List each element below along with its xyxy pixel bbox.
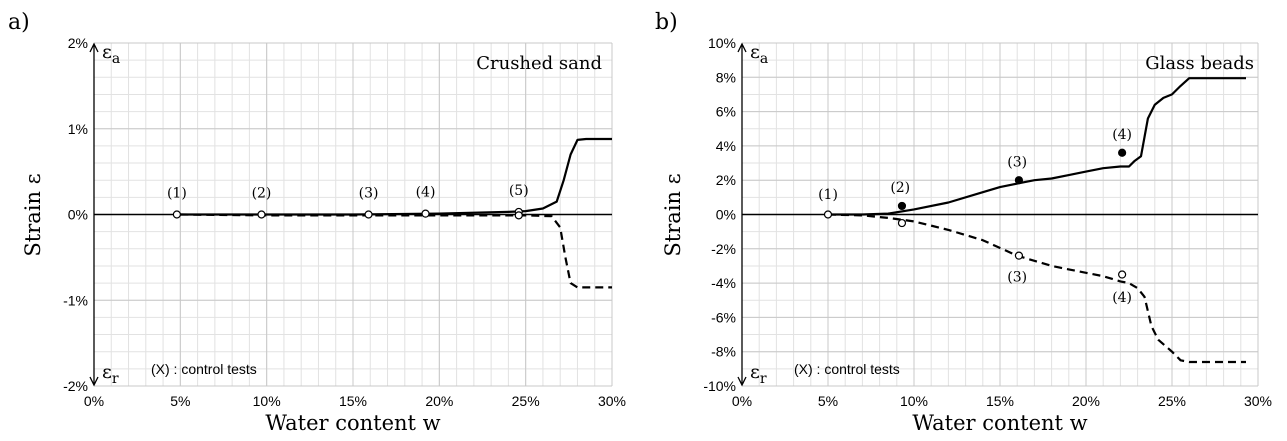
x-tick-label: 0% <box>84 393 104 409</box>
control-point-open <box>823 210 833 219</box>
epsilon-a-symbol: ε <box>102 41 112 63</box>
y-tick-label: 8% <box>716 69 736 85</box>
y-axis-label: Strain ε <box>661 173 685 256</box>
control-test-annotation: (4) <box>1112 127 1132 143</box>
epsilon-r-symbol: ε <box>102 361 112 383</box>
x-tick-label: 25% <box>1158 393 1186 409</box>
y-axis-arrow-down <box>737 376 747 387</box>
control-point-filled <box>1118 148 1127 157</box>
x-tick-label: 5% <box>170 393 190 409</box>
y-tick-label: 6% <box>716 104 736 120</box>
control-point-open <box>257 210 266 219</box>
y-tick-label: 0% <box>68 207 88 223</box>
y-tick-label: -4% <box>711 275 736 291</box>
control-point-open <box>514 211 523 220</box>
control-point-open <box>1118 270 1127 279</box>
y-tick-label: -1% <box>63 292 88 308</box>
y-tick-label: 0% <box>716 207 736 223</box>
axial-strain-line <box>180 137 612 216</box>
control-test-annotation: (3) <box>359 185 379 201</box>
control-point-open <box>172 210 181 219</box>
epsilon-r-subscript: r <box>112 371 119 387</box>
radial-strain-line <box>180 213 612 289</box>
radial-strain-line <box>827 213 1246 364</box>
x-tick-label: 15% <box>339 393 367 409</box>
x-tick-label: 10% <box>253 393 281 409</box>
control-point-filled <box>897 201 907 211</box>
x-tick-label: 0% <box>732 393 752 409</box>
y-tick-label: 2% <box>716 172 736 188</box>
control-test-annotation: (3) <box>1007 154 1027 170</box>
control-test-annotation: (3) <box>1007 269 1027 285</box>
y-tick-label: -8% <box>711 344 736 360</box>
x-tick-label: 15% <box>986 393 1014 409</box>
y-axis-arrow-up <box>89 42 99 53</box>
y-tick-label: 2% <box>68 35 88 51</box>
control-test-annotation: (5) <box>509 183 529 199</box>
x-tick-label: 25% <box>512 393 540 409</box>
y-tick-label: 10% <box>708 35 736 51</box>
x-axis-label: Water content w <box>265 411 440 435</box>
panel-a: 0% 5% 10% 15% 20% 25% 30% -2% -1% 0% 1% 2% Water con… <box>8 10 626 435</box>
control-point-open <box>421 209 430 218</box>
x-tick-label: 30% <box>1244 393 1272 409</box>
control-test-annotation: (4) <box>416 184 436 200</box>
control-point-open <box>364 210 373 219</box>
epsilon-a-label: εa <box>102 41 120 67</box>
chart-title: Glass beads <box>1145 53 1254 74</box>
control-test-annotation: (2) <box>890 180 910 196</box>
y-tick-label: -2% <box>711 241 736 257</box>
x-tick-label: 30% <box>598 393 626 409</box>
x-tick-label: 5% <box>818 393 838 409</box>
x-tick-label: 10% <box>900 393 928 409</box>
panel-label: a) <box>8 10 30 35</box>
y-tick-label: 1% <box>68 121 88 137</box>
y-tick-label: -10% <box>703 378 736 394</box>
epsilon-r-subscript: r <box>760 371 767 387</box>
y-tick-label: -2% <box>63 378 88 394</box>
control-test-annotation: (4) <box>1112 290 1132 306</box>
epsilon-r-symbol: ε <box>750 361 760 383</box>
control-point-filled <box>1014 176 1024 185</box>
panel-label: b) <box>655 10 678 35</box>
x-axis-label: Water content w <box>912 411 1087 435</box>
control-tests-note: (X) : control tests <box>794 361 900 377</box>
y-axis-arrow-up <box>737 42 747 53</box>
y-tick-label: -6% <box>711 309 736 325</box>
y-axis-label: Strain ε <box>21 173 45 256</box>
epsilon-a-symbol: ε <box>750 41 760 63</box>
y-axis-arrow-down <box>89 376 99 387</box>
epsilon-r-label: εr <box>102 361 119 387</box>
x-tick-label: 20% <box>1072 393 1100 409</box>
epsilon-a-label: εa <box>750 41 768 67</box>
control-test-annotation: (2) <box>252 185 272 201</box>
epsilon-a-subscript: a <box>760 51 768 67</box>
control-test-annotation: (1) <box>818 187 838 203</box>
epsilon-a-subscript: a <box>112 51 120 67</box>
x-tick-label: 20% <box>425 393 453 409</box>
control-point-open <box>897 218 907 228</box>
axial-strain-line <box>828 77 1246 216</box>
panel-b: 0% 5% 10% 15% 20% 25% 30% -10% -8% -6% -4% -2% 0% 2% 4… <box>655 10 1272 435</box>
control-point-open <box>1014 251 1024 260</box>
y-tick-label: 4% <box>716 138 736 154</box>
control-test-annotation: (1) <box>167 185 187 201</box>
epsilon-r-label: εr <box>750 361 767 387</box>
chart-title: Crushed sand <box>476 53 602 74</box>
control-tests-note: (X) : control tests <box>151 361 257 377</box>
